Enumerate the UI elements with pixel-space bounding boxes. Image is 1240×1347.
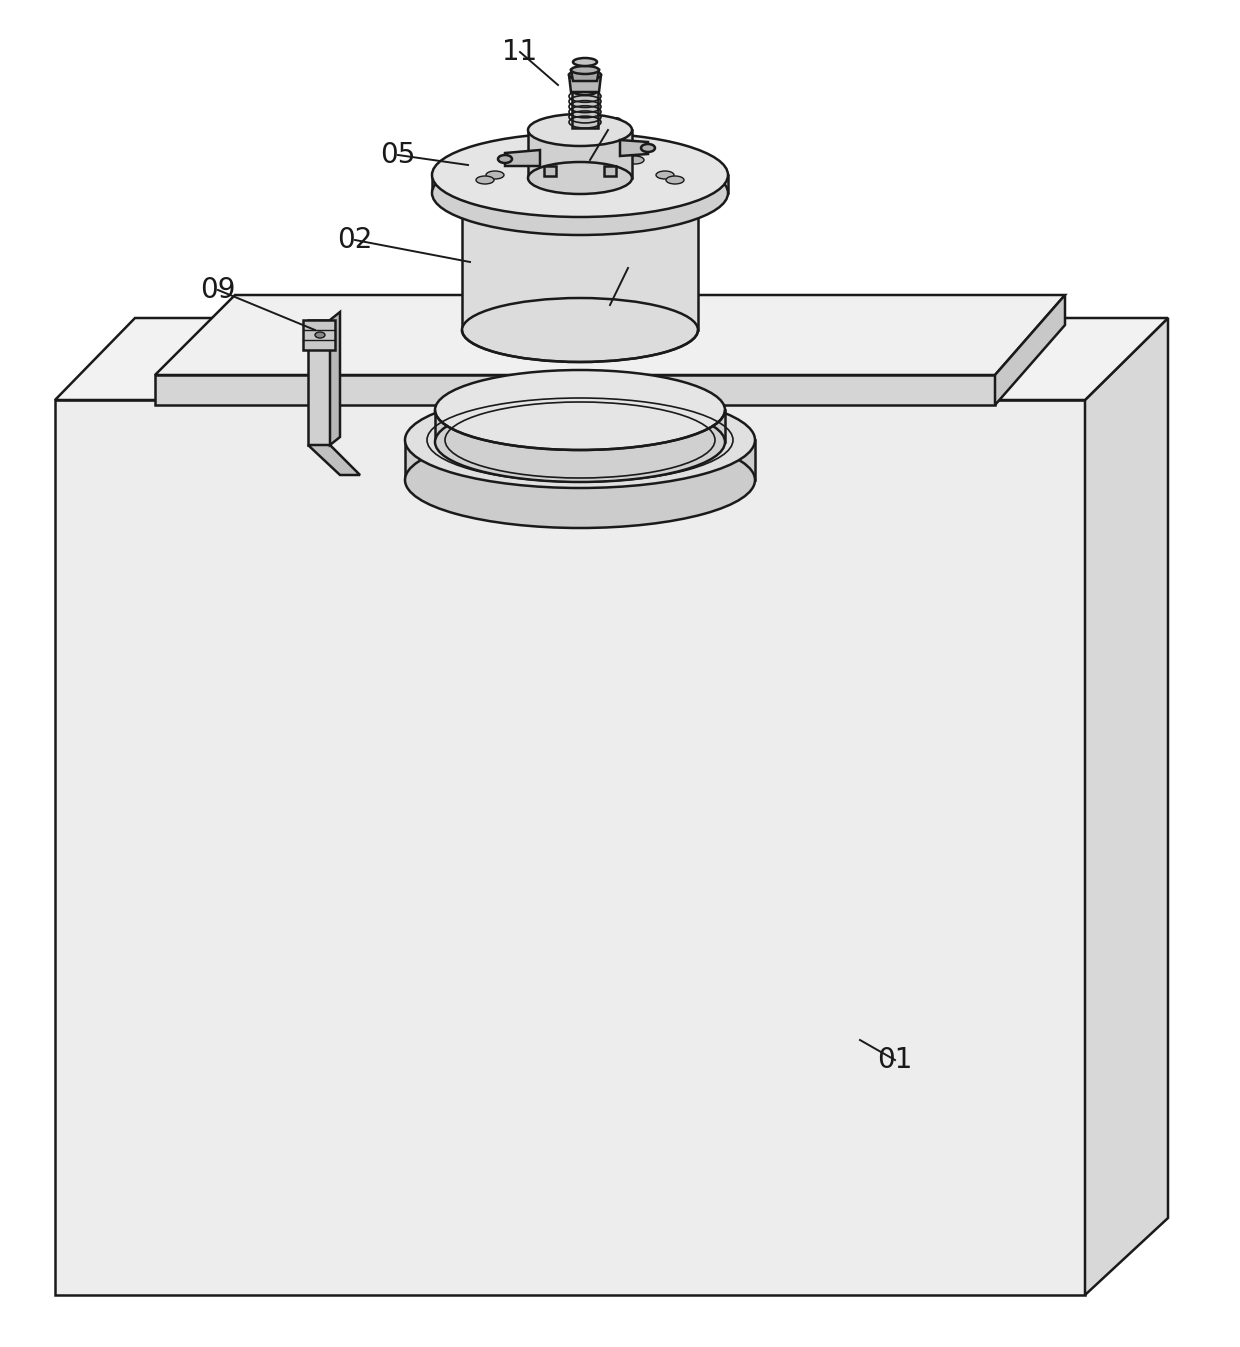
Text: 12: 12 — [610, 255, 646, 282]
Ellipse shape — [570, 66, 599, 74]
Polygon shape — [155, 295, 1065, 374]
Text: 09: 09 — [200, 276, 236, 304]
Ellipse shape — [572, 85, 598, 96]
Polygon shape — [435, 409, 725, 442]
Ellipse shape — [432, 133, 728, 217]
Text: 11: 11 — [502, 38, 538, 66]
Ellipse shape — [666, 176, 684, 185]
Ellipse shape — [569, 70, 601, 79]
Polygon shape — [55, 400, 1085, 1294]
Polygon shape — [604, 166, 616, 176]
Polygon shape — [463, 185, 698, 330]
Polygon shape — [505, 150, 539, 166]
Text: 10: 10 — [590, 116, 626, 144]
Ellipse shape — [516, 156, 534, 164]
Polygon shape — [528, 131, 632, 178]
Polygon shape — [405, 440, 755, 480]
Polygon shape — [569, 75, 601, 92]
Ellipse shape — [641, 144, 655, 152]
Polygon shape — [570, 70, 599, 81]
Polygon shape — [544, 166, 556, 176]
Ellipse shape — [405, 392, 755, 488]
Ellipse shape — [656, 171, 675, 179]
Ellipse shape — [405, 432, 755, 528]
Text: 02: 02 — [337, 226, 373, 255]
Polygon shape — [620, 140, 649, 156]
Text: 01: 01 — [878, 1047, 913, 1074]
Polygon shape — [994, 295, 1065, 405]
Polygon shape — [308, 321, 330, 445]
Ellipse shape — [476, 176, 494, 185]
Ellipse shape — [626, 156, 644, 164]
Ellipse shape — [463, 298, 698, 362]
Ellipse shape — [463, 154, 698, 217]
Ellipse shape — [435, 401, 725, 482]
Ellipse shape — [486, 171, 503, 179]
Ellipse shape — [528, 114, 632, 145]
Ellipse shape — [435, 370, 725, 450]
Ellipse shape — [573, 58, 596, 66]
Polygon shape — [303, 321, 335, 350]
Ellipse shape — [528, 162, 632, 194]
Polygon shape — [155, 374, 994, 405]
Ellipse shape — [432, 151, 728, 234]
Ellipse shape — [315, 331, 325, 338]
Polygon shape — [1085, 318, 1168, 1294]
Ellipse shape — [498, 155, 512, 163]
Polygon shape — [308, 445, 360, 475]
Polygon shape — [55, 318, 1168, 400]
Text: 05: 05 — [381, 141, 415, 168]
Polygon shape — [572, 90, 598, 128]
Polygon shape — [432, 175, 728, 193]
Polygon shape — [330, 313, 340, 445]
